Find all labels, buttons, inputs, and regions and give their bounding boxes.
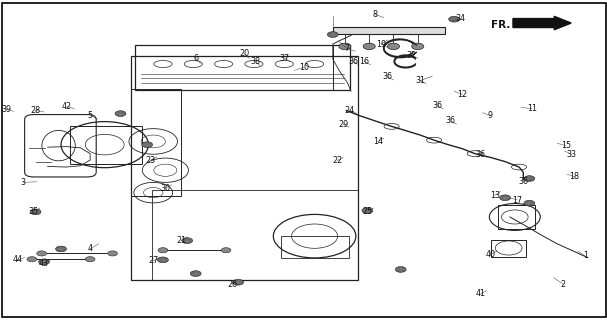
- Circle shape: [387, 43, 399, 50]
- Text: 15: 15: [561, 141, 571, 150]
- Circle shape: [30, 209, 41, 215]
- Text: 24: 24: [345, 106, 355, 115]
- Text: 7: 7: [345, 44, 350, 53]
- Text: 25: 25: [362, 207, 373, 216]
- Text: 33: 33: [567, 150, 577, 159]
- Circle shape: [449, 16, 459, 22]
- Circle shape: [500, 195, 510, 201]
- Text: 21: 21: [176, 236, 186, 245]
- Bar: [333, 27, 445, 34]
- Text: 23: 23: [146, 156, 156, 164]
- Text: 36: 36: [348, 57, 358, 66]
- Text: 35: 35: [29, 207, 39, 216]
- Text: 39: 39: [1, 105, 12, 114]
- Circle shape: [157, 257, 168, 263]
- Circle shape: [27, 257, 37, 262]
- Text: 36: 36: [446, 116, 455, 125]
- Circle shape: [158, 248, 168, 253]
- Text: 30: 30: [160, 184, 171, 193]
- Circle shape: [524, 176, 535, 181]
- Circle shape: [181, 238, 192, 244]
- Bar: [280, 236, 348, 258]
- Text: 40: 40: [486, 250, 495, 259]
- Circle shape: [412, 43, 424, 50]
- Text: 1: 1: [583, 252, 588, 260]
- Circle shape: [221, 248, 231, 253]
- Text: 9: 9: [488, 111, 493, 120]
- Text: 14: 14: [373, 137, 382, 146]
- Text: 43: 43: [39, 259, 49, 268]
- Text: 44: 44: [12, 255, 22, 264]
- Text: 17: 17: [512, 196, 522, 204]
- Circle shape: [339, 43, 351, 50]
- Bar: [70, 126, 141, 164]
- Text: 28: 28: [30, 106, 41, 115]
- Text: 32: 32: [407, 51, 417, 60]
- Text: 26: 26: [227, 280, 237, 289]
- Text: 18: 18: [569, 172, 579, 181]
- Circle shape: [107, 251, 117, 256]
- Circle shape: [524, 200, 535, 206]
- Text: 3: 3: [21, 178, 26, 187]
- Text: 16: 16: [359, 57, 369, 66]
- Circle shape: [37, 251, 47, 256]
- Text: 5: 5: [87, 111, 93, 120]
- Bar: [131, 89, 180, 196]
- Circle shape: [39, 259, 50, 265]
- Text: 38: 38: [250, 57, 260, 66]
- Text: 22: 22: [332, 156, 342, 165]
- Text: 8: 8: [373, 10, 378, 19]
- Circle shape: [190, 271, 201, 276]
- Text: 36: 36: [382, 72, 392, 81]
- Text: 10: 10: [299, 63, 309, 72]
- Circle shape: [363, 43, 375, 50]
- Circle shape: [141, 142, 152, 148]
- Text: 34: 34: [455, 14, 465, 23]
- Text: 19: 19: [376, 40, 387, 49]
- Circle shape: [86, 257, 95, 262]
- Text: FR.: FR.: [490, 20, 510, 30]
- Text: 36: 36: [518, 177, 528, 186]
- Text: 41: 41: [476, 289, 486, 298]
- Bar: [131, 56, 358, 280]
- Text: 12: 12: [458, 90, 467, 99]
- Circle shape: [115, 111, 126, 116]
- Text: 36: 36: [476, 150, 486, 159]
- FancyArrow shape: [513, 16, 571, 30]
- Bar: [135, 45, 350, 90]
- Text: 27: 27: [148, 256, 158, 265]
- Circle shape: [232, 279, 243, 285]
- Text: 6: 6: [193, 54, 198, 63]
- Circle shape: [56, 246, 67, 252]
- Text: 29: 29: [338, 120, 348, 129]
- Text: 2: 2: [561, 280, 566, 289]
- Text: 20: 20: [239, 49, 249, 58]
- Bar: [490, 240, 526, 257]
- Text: 36: 36: [432, 101, 442, 110]
- Text: 42: 42: [62, 102, 72, 111]
- Bar: [498, 205, 535, 229]
- Text: 11: 11: [527, 104, 537, 113]
- Text: 13: 13: [490, 191, 500, 200]
- Bar: [152, 190, 358, 280]
- Circle shape: [327, 32, 338, 37]
- Text: 37: 37: [279, 54, 290, 63]
- Circle shape: [362, 208, 373, 213]
- Text: 4: 4: [87, 244, 93, 253]
- Text: 31: 31: [415, 76, 425, 85]
- Circle shape: [395, 267, 406, 272]
